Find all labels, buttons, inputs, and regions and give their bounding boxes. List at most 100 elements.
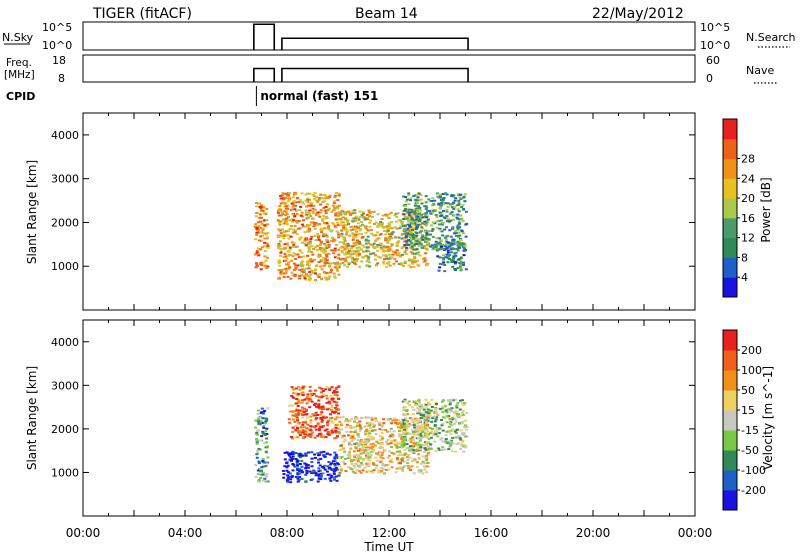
heatmap-cell	[368, 456, 372, 459]
heatmap-cell	[287, 261, 291, 264]
heatmap-cell	[380, 218, 384, 221]
heatmap-cell	[425, 423, 429, 426]
heatmap-cell	[420, 226, 424, 229]
heatmap-cell	[419, 469, 423, 472]
heatmap-cell	[381, 464, 385, 467]
heatmap-cell	[426, 263, 429, 266]
heatmap-cell	[448, 440, 452, 443]
heatmap-cell	[300, 469, 304, 472]
heatmap-cell	[428, 444, 432, 447]
heatmap-cell	[458, 242, 462, 245]
heatmap-cell	[369, 446, 373, 449]
heatmap-cell	[410, 450, 414, 453]
heatmap-cell	[390, 237, 394, 240]
heatmap-cell	[351, 426, 355, 429]
heatmap-cell	[340, 229, 344, 232]
heatmap-cell	[287, 229, 290, 232]
heatmap-cell	[391, 419, 395, 422]
heatmap-cell	[300, 223, 304, 226]
heatmap-cell	[344, 251, 348, 254]
heatmap-cell	[443, 448, 447, 451]
heatmap-cell	[413, 252, 417, 255]
heatmap-cell	[367, 241, 371, 244]
heatmap-cell	[377, 469, 381, 472]
heatmap-cell	[291, 437, 294, 440]
heatmap-cell	[311, 431, 314, 434]
heatmap-cell	[360, 260, 364, 263]
heatmap-cell	[296, 426, 300, 429]
heatmap-cell	[387, 260, 391, 263]
heatmap-cell	[263, 237, 267, 240]
heatmap-cell	[334, 386, 338, 389]
heatmap-cell	[455, 404, 459, 407]
heatmap-cell	[409, 215, 413, 218]
heatmap-cell	[364, 446, 368, 449]
heatmap-cell	[263, 474, 267, 477]
heatmap-cell	[330, 429, 334, 432]
heatmap-cell	[261, 234, 264, 237]
heatmap-cell	[381, 424, 385, 427]
heatmap-cell	[380, 225, 384, 228]
heatmap-cell	[325, 217, 329, 219]
heatmap-cell	[310, 400, 314, 403]
heatmap-cell	[320, 426, 324, 429]
heatmap-cell	[402, 245, 406, 248]
heatmap-cell	[442, 261, 446, 264]
heatmap-cell	[381, 250, 385, 253]
heatmap-cell	[457, 199, 461, 202]
heatmap-cell	[391, 435, 395, 438]
heatmap-cell	[323, 194, 327, 196]
heatmap-cell	[462, 196, 466, 199]
heatmap-cell	[326, 424, 329, 427]
heatmap-cell	[315, 265, 318, 268]
heatmap-cell	[352, 225, 355, 228]
heatmap-cell	[363, 449, 367, 452]
heatmap-cell	[308, 385, 312, 388]
y-tick-label: 4000	[51, 336, 79, 349]
heatmap-cell	[401, 440, 405, 443]
heatmap-cell	[334, 218, 338, 221]
heatmap-cell	[371, 244, 375, 247]
heatmap-cell	[339, 444, 343, 447]
heatmap-cell	[455, 216, 459, 219]
heatmap-cell	[441, 202, 445, 205]
heatmap-cell	[334, 226, 338, 229]
heatmap-cell	[290, 436, 293, 438]
heatmap-cell	[449, 433, 453, 436]
heatmap-cell	[397, 419, 401, 422]
heatmap-cell	[305, 469, 309, 472]
heatmap-cell	[358, 225, 362, 228]
heatmap-cell	[367, 465, 371, 468]
heatmap-cell	[438, 212, 442, 215]
heatmap-cell	[421, 238, 425, 241]
x-tick-label: 04:00	[168, 526, 203, 540]
heatmap-cell	[376, 262, 380, 265]
heatmap-cell	[264, 259, 268, 262]
heatmap-region-4	[401, 398, 469, 453]
heatmap-cell	[402, 213, 406, 216]
heatmap-cell	[411, 419, 415, 422]
heatmap-cell	[411, 262, 415, 265]
heatmap-cell	[355, 417, 359, 420]
heatmap-cell	[287, 452, 291, 455]
heatmap-cell	[425, 440, 429, 443]
heatmap-cell	[460, 206, 464, 209]
heatmap-cell	[448, 403, 452, 406]
heatmap-cell	[325, 234, 329, 237]
heatmap-cell	[287, 268, 291, 270]
heatmap-cell	[407, 449, 411, 452]
heatmap-cell	[424, 448, 428, 451]
heatmap-cell	[331, 460, 335, 463]
heatmap-cell	[411, 258, 415, 261]
heatmap-cell	[421, 222, 425, 225]
heatmap-cell	[446, 261, 450, 264]
heatmap-cell	[317, 476, 321, 478]
heatmap-cell	[439, 243, 443, 246]
heatmap-cell	[311, 412, 315, 415]
heatmap-cell	[455, 415, 459, 418]
heatmap-cell	[283, 252, 287, 255]
heatmap-cell	[456, 267, 460, 270]
heatmap-cell	[318, 223, 322, 226]
heatmap-cell	[255, 438, 259, 441]
